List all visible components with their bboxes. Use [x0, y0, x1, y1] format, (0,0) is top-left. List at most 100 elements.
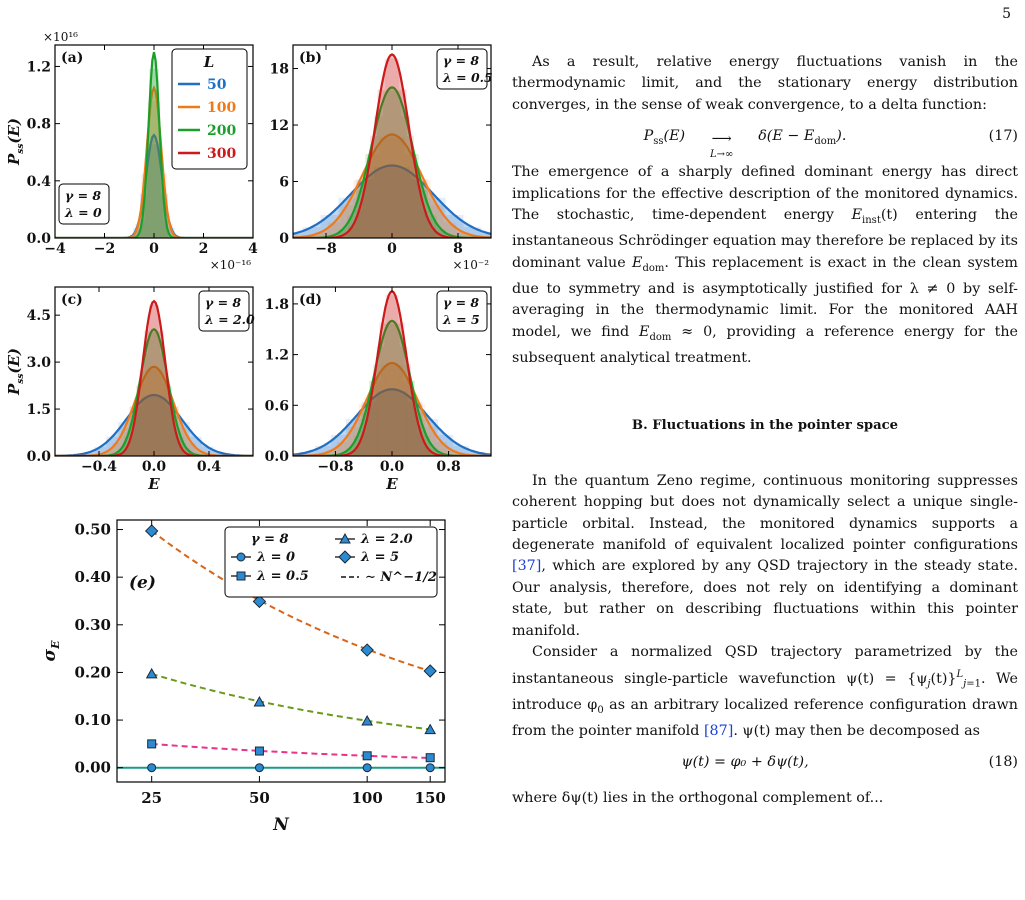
histogram-bar	[414, 413, 423, 456]
param-gamma: γ = 8	[205, 295, 241, 310]
density-area-L200	[55, 52, 253, 238]
fit-line-2	[151, 672, 431, 731]
histogram-bar	[354, 446, 361, 456]
panel-label: (e)	[129, 573, 156, 593]
histogram-bar	[103, 450, 113, 456]
histogram-bar	[167, 228, 175, 238]
histogram-bar	[392, 295, 399, 456]
density-area-L200	[293, 87, 491, 238]
paragraph-4: Consider a normalized QSD trajectory par…	[512, 644, 1019, 739]
data-point	[252, 594, 267, 609]
density-area-L50	[293, 389, 491, 456]
histogram-bar	[369, 380, 381, 456]
density-curve-L300	[55, 299, 253, 456]
histogram-bar	[374, 167, 392, 238]
histogram-bar	[293, 233, 303, 238]
density-curve-L100	[55, 85, 253, 238]
histogram-bar	[384, 58, 392, 238]
histogram-bar	[149, 68, 154, 238]
histogram-bar	[338, 229, 348, 238]
density-curve-L50	[55, 133, 253, 238]
histogram-bar	[366, 403, 374, 456]
density-area-L100	[55, 366, 253, 456]
data-point	[254, 746, 264, 756]
histogram-bar	[417, 431, 424, 456]
panel-d: −0.8 0.0 0.8 0.0 0.6 1.2 1.8 (d) γ = 8 λ = 5 E	[265, 286, 492, 493]
histogram-bar	[369, 380, 377, 456]
legend-label-0: λ = 0	[256, 550, 295, 565]
data-point	[423, 664, 437, 678]
histogram-bar	[147, 144, 154, 238]
histogram-bar	[144, 330, 150, 456]
histogram-bar	[365, 154, 375, 238]
x-tick-label: 0.0	[380, 459, 405, 475]
histogram-bar	[159, 353, 166, 456]
data-point	[360, 643, 374, 657]
data-point	[144, 524, 159, 538]
equation-17: Pss(E) ⟶ L→∞ δ(E − Edom). (17)	[643, 128, 1018, 161]
y-tick-label: 0.50	[74, 521, 111, 539]
y-tick-label: 1.8	[265, 297, 289, 313]
histogram-bar	[360, 431, 367, 456]
text-column: As a result, relative energy fluctuation…	[512, 52, 1018, 806]
data-point	[425, 753, 435, 763]
x-tick-label: 0.4	[197, 459, 222, 475]
x-tick-label: −8	[315, 241, 336, 257]
panel-b: −8 0 8 0 6 12 18 (b) γ = 8 λ = 0.5 ×10⁻²	[270, 44, 493, 272]
citation-37[interactable]: [37]	[512, 558, 542, 575]
legend-label-1: λ = 0.5	[256, 569, 309, 584]
x-tick-label: 50	[249, 789, 270, 807]
axes-frame	[116, 519, 446, 783]
histogram-bar	[154, 396, 166, 456]
legend-marker	[339, 532, 351, 544]
citation-87[interactable]: [87]	[703, 722, 734, 739]
histogram-bar	[398, 322, 405, 456]
histogram-bar	[82, 452, 95, 456]
equation-18: ψ(t) = φ₀ + δψ(t), (18)	[512, 742, 1018, 788]
histogram-bar	[355, 210, 363, 238]
x-tick-label: −4	[44, 241, 66, 257]
legend-label-L50: 50	[207, 77, 227, 93]
equation-number-18: (18)	[988, 754, 1018, 771]
histogram-bar	[148, 332, 154, 456]
histogram-bar	[315, 446, 331, 456]
fit-line-1	[151, 742, 431, 759]
histogram-bar	[436, 229, 446, 238]
histogram-bar	[325, 450, 337, 456]
figure: −4 −2 0 2 4 0.0 0.4 0.8 1.2 (a) γ = 8 λ = 0 ×10¹⁶ ×10…	[5, 30, 493, 835]
histogram-bar	[158, 158, 164, 238]
x-exponent: ×10⁻¹⁶	[210, 258, 251, 272]
histogram-bar	[407, 380, 415, 456]
histogram-bar	[348, 227, 356, 238]
legend-title: L	[203, 53, 215, 71]
histogram-bar	[392, 390, 408, 456]
legend-label-fit: ∼ N^−1/2	[365, 570, 437, 585]
legend-box	[224, 526, 438, 598]
histogram-bar	[428, 227, 436, 238]
param-lambda: λ = 0	[64, 205, 102, 220]
data-point	[254, 763, 264, 773]
histogram-bar	[430, 448, 438, 456]
legend-label-2: λ = 2.0	[360, 532, 413, 547]
section-heading: B. Fluctuations in the pointer space	[631, 418, 899, 434]
histogram-bar	[145, 368, 154, 456]
legend-box	[171, 48, 248, 170]
panel-a: −4 −2 0 2 4 0.0 0.4 0.8 1.2 (a) γ = 8 λ = 0 ×10¹⁶ ×10…	[5, 30, 258, 272]
panel-e: 0.00 0.10 0.20 0.30 0.40 0.50 25 50 100 150 NσE (e)…	[40, 519, 446, 835]
y-tick-label: 0.40	[74, 568, 111, 586]
x-tick-label: 25	[141, 789, 162, 807]
histogram-bar	[406, 135, 414, 238]
histogram-bar	[163, 220, 169, 238]
params-box	[436, 290, 488, 332]
histogram-bar	[392, 58, 400, 238]
y-tick-label: 0.20	[74, 663, 111, 681]
histogram-bar	[183, 448, 190, 456]
y-tick-label: 1.2	[27, 59, 51, 75]
panel-label: (a)	[61, 50, 83, 66]
params-box	[436, 48, 488, 90]
histogram-bar	[118, 422, 131, 456]
y-tick-label: 0.00	[74, 759, 111, 777]
histogram-bar	[362, 179, 371, 238]
panel-label: (b)	[299, 50, 322, 66]
x-tick-label: 2	[199, 241, 209, 257]
